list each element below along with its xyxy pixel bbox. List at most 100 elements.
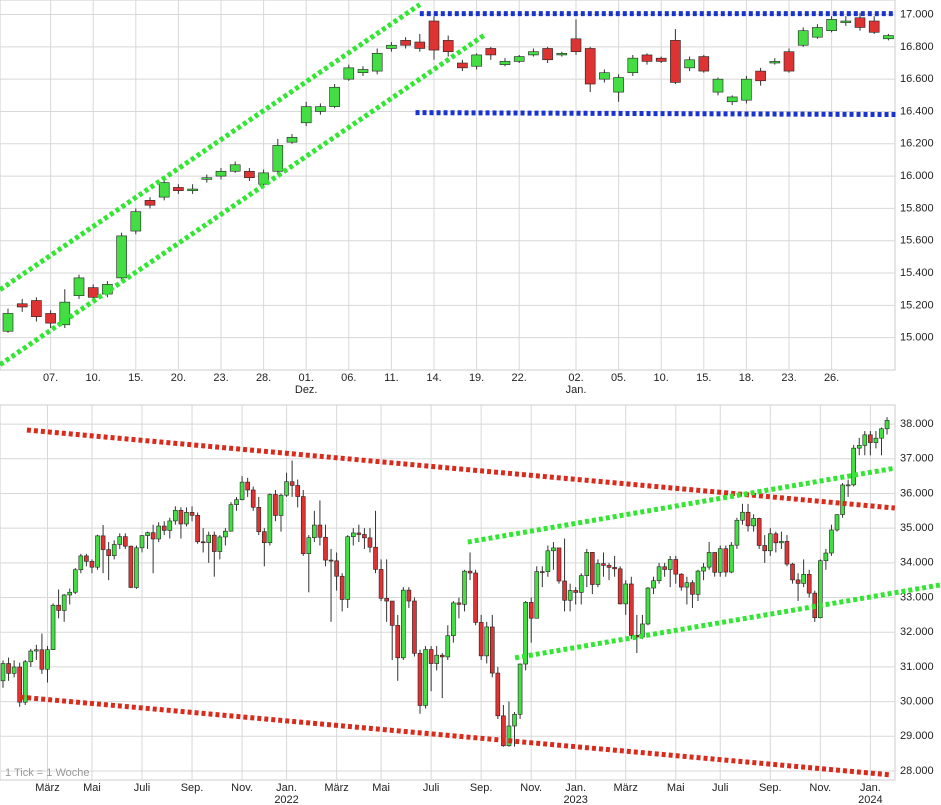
- candle-body: [123, 536, 128, 547]
- x-tick-label: Juli: [712, 782, 729, 794]
- y-tick-label: 38.000: [900, 418, 934, 430]
- candle-body: [806, 573, 812, 594]
- candle-body: [73, 277, 85, 296]
- candle-body: [300, 496, 306, 554]
- y-tick-label: 15.800: [900, 202, 934, 214]
- candle-body: [117, 536, 123, 545]
- candle-body: [45, 313, 56, 324]
- candle-body: [723, 548, 729, 573]
- candle-body: [884, 419, 890, 430]
- y-tick-label: 37.000: [900, 453, 934, 465]
- candle-body: [350, 532, 356, 537]
- candle-body: [655, 57, 667, 62]
- candle-body: [489, 626, 495, 674]
- candle-body: [840, 484, 845, 515]
- x-tick-label: 23.: [781, 372, 796, 384]
- candle-body: [606, 565, 612, 568]
- x-tick-label-secondary: Jan.: [566, 384, 587, 396]
- candle-body: [745, 511, 751, 527]
- candle-body: [300, 106, 312, 124]
- candle-body: [528, 602, 534, 619]
- candle-body: [834, 514, 840, 531]
- candle-body: [87, 287, 99, 298]
- candle-body: [570, 38, 582, 53]
- candle-body: [343, 67, 355, 80]
- candle-body: [599, 72, 610, 80]
- candle-body: [295, 485, 300, 497]
- x-tick-label: Juli: [134, 782, 151, 794]
- y-tick-label: 34.000: [900, 557, 934, 569]
- candle-body: [545, 550, 551, 572]
- y-tick-label: 30.000: [900, 696, 934, 708]
- candle-body: [779, 541, 784, 544]
- candle-body: [471, 54, 482, 67]
- candle-body: [45, 649, 50, 670]
- x-tick-label: 15.: [696, 372, 711, 384]
- candle-body: [357, 69, 369, 74]
- candle-body: [578, 575, 584, 593]
- candle-body: [315, 106, 326, 112]
- candle-body: [17, 666, 22, 703]
- trend-line: [415, 110, 896, 118]
- candle-body: [28, 650, 34, 663]
- y-tick-label: 15.400: [900, 267, 934, 279]
- candle-body: [111, 544, 117, 556]
- y-tick-label: 32.000: [900, 626, 934, 638]
- candle-body: [59, 301, 71, 326]
- candle-body: [158, 182, 170, 198]
- candle-body: [734, 519, 740, 546]
- candle-body: [173, 187, 184, 191]
- candle-body: [726, 96, 738, 103]
- candle-body: [462, 570, 467, 605]
- x-tick-label: Jan.: [276, 782, 297, 794]
- candle-body: [712, 78, 724, 93]
- candle-body: [783, 51, 795, 72]
- candle-body: [617, 568, 623, 605]
- candle-body: [451, 602, 456, 637]
- x-tick-label: Mai: [372, 782, 390, 794]
- candle-body: [11, 666, 17, 674]
- candle-body: [34, 649, 39, 652]
- candle-body: [826, 19, 837, 31]
- candle-body: [378, 569, 384, 599]
- candle-body: [228, 504, 234, 532]
- candle-body: [61, 594, 67, 611]
- x-tick-label: März: [35, 782, 59, 794]
- note: 1 Tick = 1 Woche: [5, 767, 89, 779]
- candle-body: [262, 531, 267, 544]
- candle-body: [542, 48, 553, 61]
- x-tick-label-secondary: 2023: [563, 794, 587, 805]
- candle-body: [139, 535, 145, 549]
- candle-body: [627, 57, 639, 74]
- candle-body: [273, 494, 278, 516]
- x-tick-label: Nov.: [809, 782, 831, 794]
- plot-background: [0, 404, 896, 781]
- candle-body: [513, 56, 525, 62]
- candle-body: [345, 536, 351, 600]
- x-tick-label: 22.: [512, 372, 527, 384]
- candle-body: [201, 177, 213, 180]
- x-tick-label-secondary: 2024: [858, 794, 882, 805]
- candle-body: [312, 524, 317, 538]
- y-tick-label: 16.600: [900, 73, 934, 85]
- x-tick-label: 01.: [299, 372, 314, 384]
- candle-body: [272, 145, 284, 172]
- candle-body: [729, 544, 734, 573]
- x-tick-label: März: [324, 782, 348, 794]
- candle-body: [95, 535, 100, 568]
- candle-body: [67, 591, 73, 596]
- candle-body: [784, 541, 790, 565]
- candle-body: [540, 571, 545, 573]
- candle-body: [701, 566, 706, 572]
- candle-body: [845, 484, 851, 487]
- candle-body: [234, 499, 239, 505]
- candle-body: [818, 560, 823, 619]
- candle-body: [244, 170, 255, 179]
- candle-body: [434, 654, 439, 664]
- candle-body: [389, 600, 395, 626]
- candle-body: [717, 548, 723, 573]
- plot-background: [0, 0, 896, 371]
- candle-body: [367, 537, 373, 548]
- x-tick-label: 05.: [611, 372, 626, 384]
- candle-body: [258, 172, 269, 185]
